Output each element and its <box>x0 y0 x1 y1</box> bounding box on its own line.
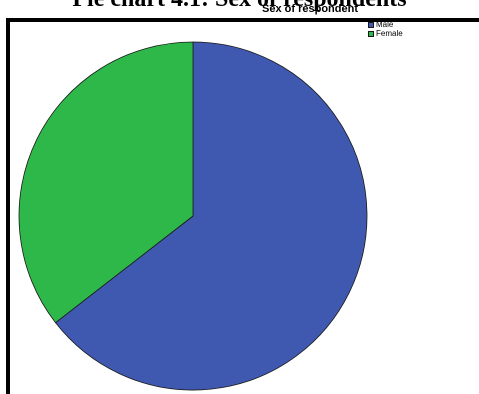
chart-legend: Male Female <box>368 20 403 38</box>
pie-slice-female <box>18 41 194 324</box>
legend-label-male: Male <box>376 20 394 29</box>
legend-item-male: Male <box>368 20 403 29</box>
legend-swatch-male <box>368 21 374 28</box>
figure-caption: Pie chart 4.1: Sex of respondents <box>0 0 479 13</box>
pie-slice-male <box>54 41 368 391</box>
legend-swatch-female <box>368 30 374 37</box>
legend-label-female: Female <box>376 29 403 38</box>
legend-item-female: Female <box>368 29 403 38</box>
chart-title: Sex of respondent <box>262 3 358 15</box>
